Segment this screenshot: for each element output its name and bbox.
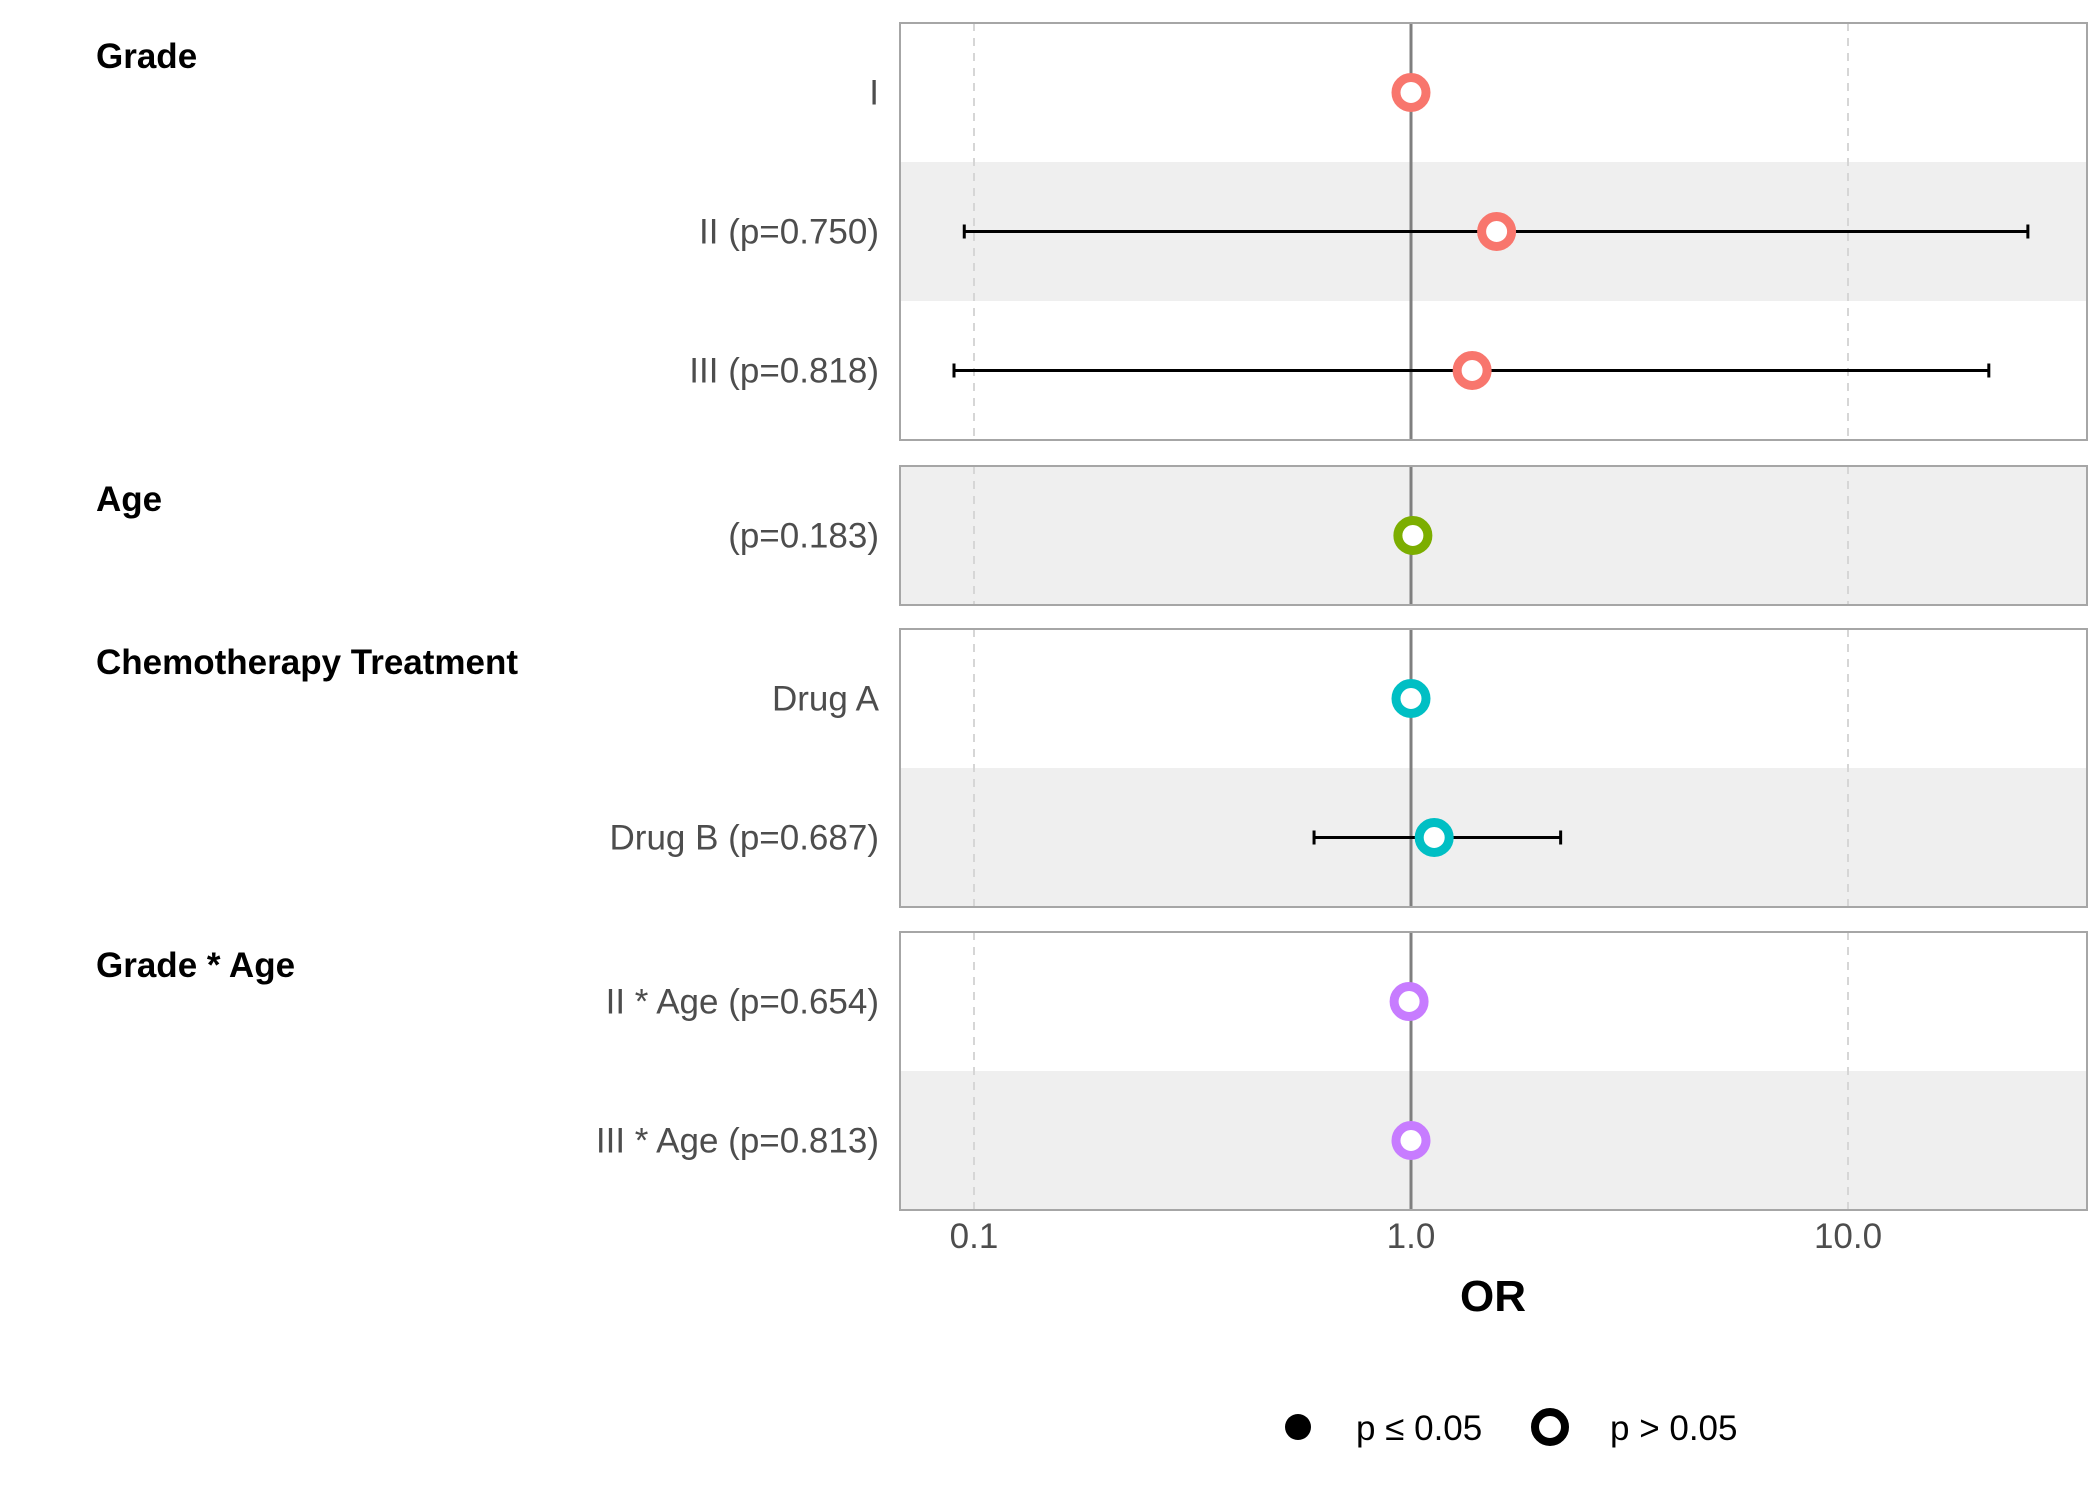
legend-label-not-significant: p > 0.05 — [1610, 1409, 1737, 1448]
legend-open-circle-icon — [1531, 1408, 1569, 1446]
row-label: (p=0.183) — [728, 517, 879, 556]
row-label: Drug A — [772, 680, 880, 719]
panel-border — [899, 465, 2088, 606]
point-estimate — [1452, 351, 1492, 390]
legend: p ≤ 0.05 p > 0.05 — [1285, 1408, 1737, 1448]
row-label: II (p=0.750) — [699, 213, 879, 252]
point-estimate — [1389, 982, 1429, 1021]
row-background — [900, 1071, 2087, 1210]
row-background — [900, 23, 2087, 162]
x-tick-label: 0.1 — [950, 1217, 999, 1256]
point-estimate — [1391, 679, 1431, 718]
x-tick-label: 1.0 — [1387, 1217, 1436, 1256]
group-title: Chemotherapy Treatment — [96, 643, 518, 682]
panel-grade — [899, 22, 2088, 441]
row-label: III * Age (p=0.813) — [596, 1122, 879, 1161]
row-background — [900, 932, 2087, 1071]
labels-layer: Grade I II (p=0.750) III (p=0.818) Age (p=0.1… — [96, 37, 880, 1161]
legend-label-significant: p ≤ 0.05 — [1356, 1409, 1482, 1448]
point-estimate — [1414, 818, 1454, 857]
point-estimate — [1391, 73, 1431, 112]
legend-filled-circle-icon — [1285, 1414, 1311, 1440]
point-estimate — [1393, 516, 1433, 555]
point-estimate — [1477, 212, 1517, 251]
panel-grade-age — [899, 931, 2088, 1211]
x-axis: OR 0.1 1.0 10.0 — [950, 1217, 1882, 1321]
row-label: I — [869, 74, 879, 113]
row-label: II * Age (p=0.654) — [606, 983, 879, 1022]
group-title: Grade — [96, 37, 197, 76]
panels-layer — [899, 22, 2088, 1211]
x-axis-title: OR — [1460, 1272, 1526, 1321]
group-title: Grade * Age — [96, 946, 295, 985]
panel-border — [899, 628, 2088, 908]
row-background — [900, 466, 2087, 605]
panel-age — [899, 465, 2088, 606]
panel-border — [899, 931, 2088, 1211]
row-background — [900, 629, 2087, 768]
row-label: III (p=0.818) — [689, 352, 879, 391]
point-estimate — [1391, 1121, 1431, 1160]
group-title: Age — [96, 480, 162, 519]
panel-border — [899, 22, 2088, 441]
panel-chemotherapy-treatment — [899, 628, 2088, 908]
row-label: Drug B (p=0.687) — [610, 819, 879, 858]
x-tick-label: 10.0 — [1814, 1217, 1882, 1256]
